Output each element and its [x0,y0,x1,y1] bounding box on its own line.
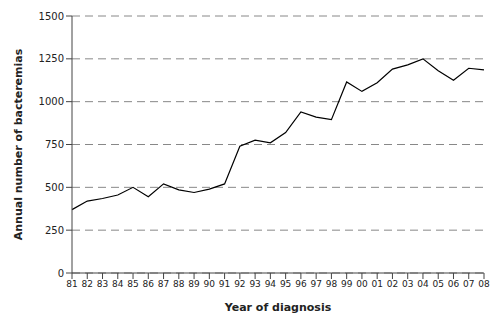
svg-text:03: 03 [402,279,413,289]
svg-text:750: 750 [45,139,64,150]
svg-text:97: 97 [310,279,321,289]
svg-text:96: 96 [295,279,307,289]
svg-text:87: 87 [158,279,169,289]
svg-text:07: 07 [463,279,474,289]
svg-text:90: 90 [204,279,216,289]
svg-text:83: 83 [97,279,108,289]
svg-text:98: 98 [326,279,338,289]
svg-text:1250: 1250 [39,53,64,64]
svg-text:86: 86 [143,279,155,289]
svg-text:05: 05 [432,279,443,289]
svg-text:81: 81 [66,279,77,289]
svg-text:85: 85 [127,279,138,289]
svg-text:00: 00 [356,279,368,289]
svg-text:Year of diagnosis: Year of diagnosis [224,301,332,314]
svg-text:94: 94 [265,279,277,289]
svg-text:91: 91 [219,279,230,289]
svg-text:99: 99 [341,279,353,289]
svg-text:02: 02 [387,279,398,289]
svg-text:93: 93 [249,279,260,289]
svg-text:08: 08 [478,279,490,289]
svg-text:Annual number of bacteremias: Annual number of bacteremias [12,48,25,240]
svg-text:01: 01 [371,279,382,289]
svg-text:1000: 1000 [39,96,64,107]
svg-text:82: 82 [82,279,93,289]
svg-text:1500: 1500 [39,11,64,22]
svg-text:06: 06 [448,279,460,289]
svg-text:250: 250 [45,225,64,236]
svg-text:84: 84 [112,279,124,289]
svg-text:04: 04 [417,279,429,289]
svg-text:88: 88 [173,279,185,289]
svg-text:92: 92 [234,279,245,289]
svg-text:0: 0 [58,268,64,279]
svg-text:95: 95 [280,279,291,289]
svg-text:89: 89 [188,279,200,289]
svg-text:500: 500 [45,182,64,193]
